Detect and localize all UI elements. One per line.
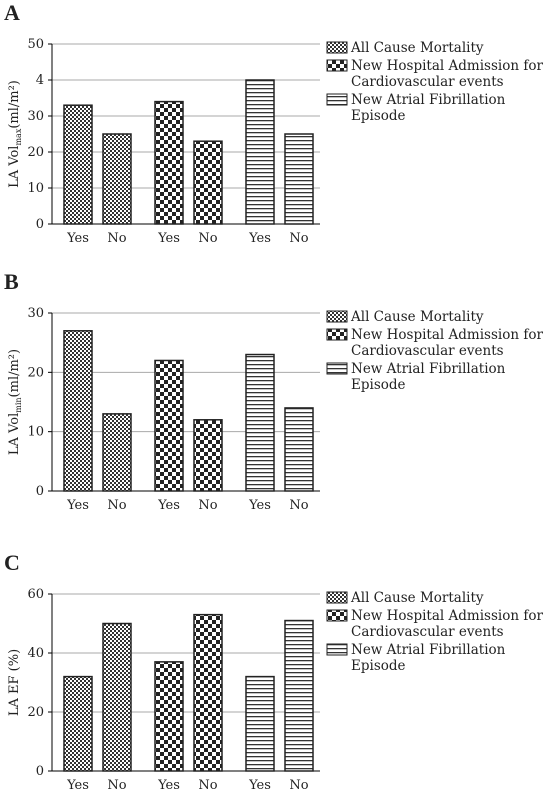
legend-line: Cardiovascular events <box>351 74 504 90</box>
bar <box>154 100 184 225</box>
y-tick-label: 4 <box>36 73 44 88</box>
legend-line: All Cause Mortality <box>350 590 484 606</box>
panel-label: A <box>4 0 20 25</box>
y-axis-label: LA EF (%) <box>7 649 22 716</box>
legend-label: All Cause Mortality <box>350 40 484 56</box>
x-tick-label: No <box>198 778 217 793</box>
bar <box>193 419 223 492</box>
bar <box>102 133 132 225</box>
legend-line: All Cause Mortality <box>350 309 484 325</box>
y-tick-label: 20 <box>27 145 44 160</box>
panel-label: B <box>4 269 19 294</box>
x-tick-label: No <box>198 231 217 246</box>
x-tick-label: Yes <box>157 231 180 246</box>
y-axis-label-part: LA Vol <box>7 146 22 188</box>
y-tick-label: 30 <box>27 109 44 124</box>
legend-line: New Atrial Fibrillation <box>351 361 506 377</box>
x-tick-label: No <box>107 498 126 513</box>
x-tick-label: No <box>107 231 126 246</box>
x-tick-label: No <box>107 778 126 793</box>
legend-label: New Atrial Fibrillation Episode <box>351 92 506 124</box>
x-tick-label: Yes <box>66 498 89 513</box>
y-tick-label: 0 <box>36 484 44 499</box>
legend-swatch <box>326 643 348 656</box>
x-tick-label: No <box>289 231 308 246</box>
legend-line: New Hospital Admission for <box>351 608 543 624</box>
legend-label: New Hospital Admission for Cardiovascular… <box>351 608 543 640</box>
x-tick-label: Yes <box>66 231 89 246</box>
bar <box>193 613 223 772</box>
y-axis-label-part: LA Vol <box>7 413 22 455</box>
legend-swatch <box>326 609 348 622</box>
bar <box>63 104 93 225</box>
legend-swatch <box>326 93 348 106</box>
y-tick-label: 40 <box>27 646 44 661</box>
legend-swatch <box>326 362 348 375</box>
bar <box>154 661 184 772</box>
bar <box>245 675 275 772</box>
legend-line: New Hospital Admission for <box>351 58 543 74</box>
bar <box>154 359 184 492</box>
legend-label: All Cause Mortality <box>350 590 484 606</box>
x-tick-label: No <box>289 498 308 513</box>
x-tick-label: Yes <box>157 498 180 513</box>
legend-line: Episode <box>351 108 406 124</box>
legend-swatch <box>326 59 348 72</box>
x-tick-label: Yes <box>66 778 89 793</box>
panel-label: C <box>4 550 20 575</box>
bar <box>284 619 314 772</box>
legend-label: New Hospital Admission for Cardiovascular… <box>351 327 543 359</box>
x-tick-label: Yes <box>248 498 271 513</box>
legend-line: New Atrial Fibrillation <box>351 642 506 658</box>
bar <box>63 330 93 492</box>
y-tick-label: 20 <box>27 365 44 380</box>
legend-line: Cardiovascular events <box>351 624 504 640</box>
y-tick-label: 30 <box>27 306 44 321</box>
y-axis-label: LA Volmax(ml/m²) <box>7 80 23 188</box>
legend-line: Episode <box>351 658 406 674</box>
bar <box>245 353 275 492</box>
bar <box>245 79 275 225</box>
bar <box>102 622 132 772</box>
legend-label: New Atrial Fibrillation Episode <box>351 361 506 393</box>
legend-label: New Atrial Fibrillation Episode <box>351 642 506 674</box>
legend-line: New Hospital Admission for <box>351 327 543 343</box>
y-tick-label: 0 <box>36 764 44 779</box>
legend-label: All Cause Mortality <box>350 309 484 325</box>
y-axis-label-part: max <box>14 128 23 145</box>
x-tick-label: No <box>289 778 308 793</box>
legend-label: New Hospital Admission for Cardiovascular… <box>351 58 543 90</box>
bar <box>63 675 93 772</box>
y-axis-label-part: min <box>14 397 23 412</box>
y-tick-label: 10 <box>27 181 44 196</box>
bar <box>102 413 132 492</box>
y-tick-label: 10 <box>27 425 44 440</box>
y-axis-label-part: (ml/m²) <box>7 349 22 398</box>
y-tick-label: 0 <box>36 217 44 232</box>
y-tick-label: 50 <box>27 37 44 52</box>
legend-line: New Atrial Fibrillation <box>351 92 506 108</box>
legend-line: Cardiovascular events <box>351 343 504 359</box>
y-tick-label: 20 <box>27 705 44 720</box>
legend-line: All Cause Mortality <box>350 40 484 56</box>
x-tick-label: Yes <box>248 778 271 793</box>
x-tick-label: No <box>198 498 217 513</box>
bar <box>284 407 314 492</box>
legend-line: Episode <box>351 377 406 393</box>
y-tick-label: 60 <box>27 587 44 602</box>
legend-swatch <box>326 591 348 604</box>
legend-swatch <box>326 310 348 323</box>
x-tick-label: Yes <box>157 778 180 793</box>
legend-swatch <box>326 328 348 341</box>
x-tick-label: Yes <box>248 231 271 246</box>
legend-swatch <box>326 41 348 54</box>
bar <box>193 140 223 225</box>
bar <box>284 133 314 225</box>
y-axis-label-part: (ml/m²) <box>7 80 22 129</box>
y-axis-label-part: LA EF (%) <box>7 649 22 716</box>
y-axis-label: LA Volmin(ml/m²) <box>7 349 23 455</box>
